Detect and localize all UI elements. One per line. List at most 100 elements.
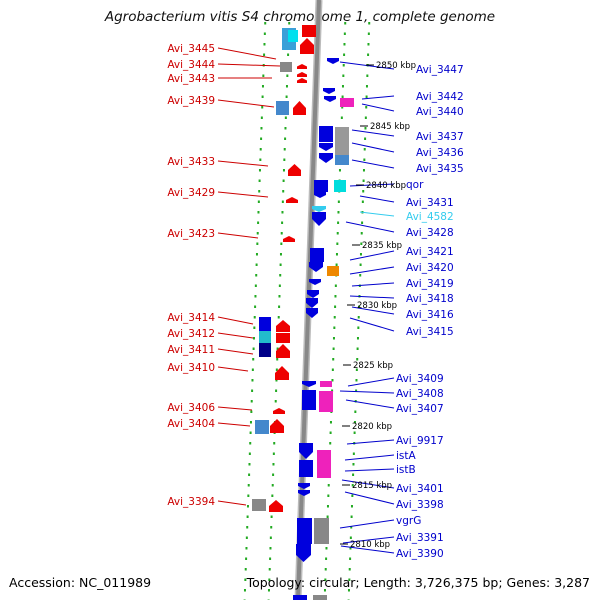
gene-arrow xyxy=(302,381,316,387)
right-gene-label: Avi_3436 xyxy=(416,147,464,159)
gene-box xyxy=(320,381,332,387)
kbp-label: 2820 kbp xyxy=(352,422,392,432)
gene-box xyxy=(293,595,307,600)
gene-arrow xyxy=(306,308,318,318)
left-gene-label: Avi_3412 xyxy=(167,328,215,340)
leader-line xyxy=(346,439,395,445)
gene-arrow xyxy=(324,96,336,102)
gene-arrow xyxy=(298,490,310,496)
leader-line xyxy=(217,99,275,108)
gene-labels: Avi_3445 Avi_3444 Avi_3443 Avi_3439 Avi_3433… xyxy=(167,43,464,560)
leader-line xyxy=(217,63,281,67)
leader-line xyxy=(217,47,277,60)
gene-arrow xyxy=(312,206,326,212)
leader-line xyxy=(217,366,249,372)
leader-line xyxy=(217,500,247,506)
right-gene-label: Avi_3435 xyxy=(416,163,464,175)
gene-arrow xyxy=(319,143,333,151)
gene-box xyxy=(259,331,271,343)
leader-line xyxy=(344,468,395,472)
kbp-label: 2825 kbp xyxy=(353,361,393,371)
leader-line xyxy=(361,103,395,112)
right-gene-label: Avi_3390 xyxy=(396,548,444,560)
accession-text: Accession: NC_011989 xyxy=(9,575,152,590)
left-gene-label: Avi_3433 xyxy=(167,156,215,168)
gene-features xyxy=(252,25,354,600)
leader-line xyxy=(340,545,395,554)
left-gene-label: Avi_3444 xyxy=(167,59,215,71)
gene-arrow xyxy=(307,290,319,298)
gene-box xyxy=(280,62,292,72)
leader-line xyxy=(217,316,254,325)
left-gene-label: Avi_3404 xyxy=(167,418,215,430)
left-gene-label: Avi_3439 xyxy=(167,95,215,107)
gene-box xyxy=(314,518,329,544)
leader-line xyxy=(359,195,395,203)
gene-arrow xyxy=(270,419,284,433)
gene-arrow xyxy=(269,500,283,512)
right-gene-label: istB xyxy=(396,464,416,476)
gene-box xyxy=(259,343,271,357)
gene-arrow xyxy=(323,88,335,94)
kbp-scale-markers: 2850 kbp 2845 kbp 2840 kbp 2835 kbp 2830 kbp… xyxy=(340,61,416,550)
gene-arrow xyxy=(298,483,310,489)
genome-info-text: Topology: circular; Length: 3,726,375 bp… xyxy=(246,575,590,590)
gene-arrow xyxy=(276,344,290,358)
kbp-label: 2815 kbp xyxy=(352,481,392,491)
leader-line xyxy=(349,183,395,187)
leader-line xyxy=(349,250,395,261)
leader-line xyxy=(344,491,395,505)
leader-line xyxy=(217,332,254,339)
gene-box xyxy=(314,180,328,192)
gene-arrow xyxy=(296,544,311,562)
left-gene-label: Avi_3394 xyxy=(167,496,215,508)
leader-line xyxy=(351,282,395,287)
gene-box xyxy=(299,460,313,477)
right-gene-label: Avi_3420 xyxy=(406,262,454,274)
gene-box xyxy=(259,317,271,331)
gene-arrow xyxy=(276,320,290,332)
right-gene-label: Avi_3401 xyxy=(396,483,444,495)
kbp-label: 2840 kbp xyxy=(366,181,406,191)
leader-line xyxy=(351,142,395,153)
leader-line xyxy=(217,406,253,411)
gene-box xyxy=(310,248,324,262)
left-gene-label: Avi_3414 xyxy=(167,312,215,324)
left-gene-label: Avi_3411 xyxy=(167,344,215,356)
gene-arrow xyxy=(299,443,313,459)
gene-box xyxy=(319,126,333,142)
right-gene-label: Avi_3407 xyxy=(396,403,444,415)
left-gene-label: Avi_3445 xyxy=(167,43,215,55)
leader-line xyxy=(217,160,269,167)
right-gene-label: Avi_3409 xyxy=(396,373,444,385)
gene-arrow xyxy=(312,212,326,226)
right-gene-label: Avi_3442 xyxy=(416,91,464,103)
gene-box xyxy=(335,127,349,155)
gene-arrow xyxy=(327,58,339,64)
leader-line xyxy=(351,306,395,315)
gene-box xyxy=(334,180,346,192)
gene-arrow xyxy=(306,298,318,308)
right-gene-label: Avi_4582 xyxy=(406,211,454,223)
leader-line xyxy=(359,211,395,217)
gene-arrow xyxy=(314,192,326,198)
gene-arrow xyxy=(293,101,306,115)
leader-line xyxy=(345,221,395,233)
leader-line xyxy=(344,454,395,461)
right-gene-label: Avi_3447 xyxy=(416,64,464,76)
right-gene-label: Avi_3421 xyxy=(406,246,454,258)
gene-box xyxy=(317,450,331,478)
leader-line xyxy=(217,232,259,239)
gene-box xyxy=(297,518,312,544)
right-gene-label: Avi_3391 xyxy=(396,532,444,544)
leader-line xyxy=(339,390,395,394)
leader-line xyxy=(341,479,395,489)
kbp-label: 2810 kbp xyxy=(350,540,390,550)
leader-line xyxy=(217,191,269,198)
gene-arrow xyxy=(309,262,323,272)
leader-line xyxy=(217,422,251,427)
gene-arrow xyxy=(283,236,295,242)
right-gene-label: Avi_3440 xyxy=(416,106,464,118)
gene-box xyxy=(276,333,290,343)
right-gene-label: Avi_3415 xyxy=(406,326,454,338)
